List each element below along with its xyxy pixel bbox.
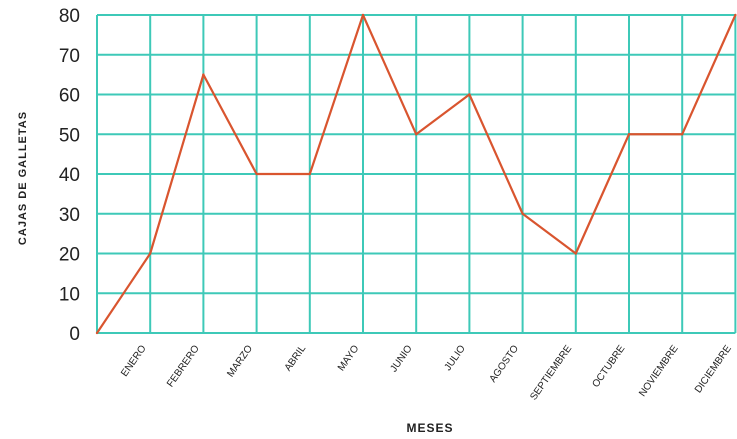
x-tick-label: JUNIO [388,343,414,374]
y-axis-label: CAJAS DE GALLETAS [17,111,29,245]
x-tick-label: DICIEMBRE [693,343,734,395]
y-tick-label: 20 [59,245,80,266]
y-tick-label: 50 [59,125,80,146]
y-tick-label: 30 [59,205,80,226]
data-point [574,252,577,255]
x-tick-label: SEPTIEMBRE [528,343,574,402]
x-axis-label: MESES [406,421,453,435]
data-point [95,331,99,335]
x-tick-label: MARZO [225,343,255,379]
y-tick-label: 80 [59,6,80,27]
y-tick-label: 40 [59,165,80,186]
x-tick-label: MAYO [336,343,362,373]
data-point [468,93,471,96]
y-axis-ticks: 0 10 20 30 40 50 60 70 80 [59,6,80,345]
data-point [308,172,311,176]
grid [96,14,737,334]
series-layer [95,13,737,335]
data-point [255,172,258,176]
data-point [202,73,205,76]
data-point [149,252,152,255]
y-tick-label: 60 [59,86,80,107]
x-tick-label: FEBRERO [165,343,202,389]
x-tick-label: NOVIEMBRE [637,343,681,399]
data-point [415,133,418,136]
data-point [361,13,365,17]
y-tick-label: 10 [59,284,80,305]
x-tick-label: OCTUBRE [590,343,627,390]
data-point [734,13,737,17]
y-tick-label: 70 [59,46,80,67]
x-tick-label: AGOSTO [488,343,522,384]
data-point [681,133,684,136]
y-tick-label: 0 [69,324,80,345]
x-tick-label: ABRIL [283,343,309,373]
x-tick-label: JULIO [443,343,468,373]
data-point [627,133,631,136]
x-axis-ticks: ENERO FEBRERO MARZO ABRIL MAYO JUNIO JULIO AGOS… [119,343,734,402]
x-tick-label: ENERO [119,343,149,379]
data-point [521,212,524,215]
